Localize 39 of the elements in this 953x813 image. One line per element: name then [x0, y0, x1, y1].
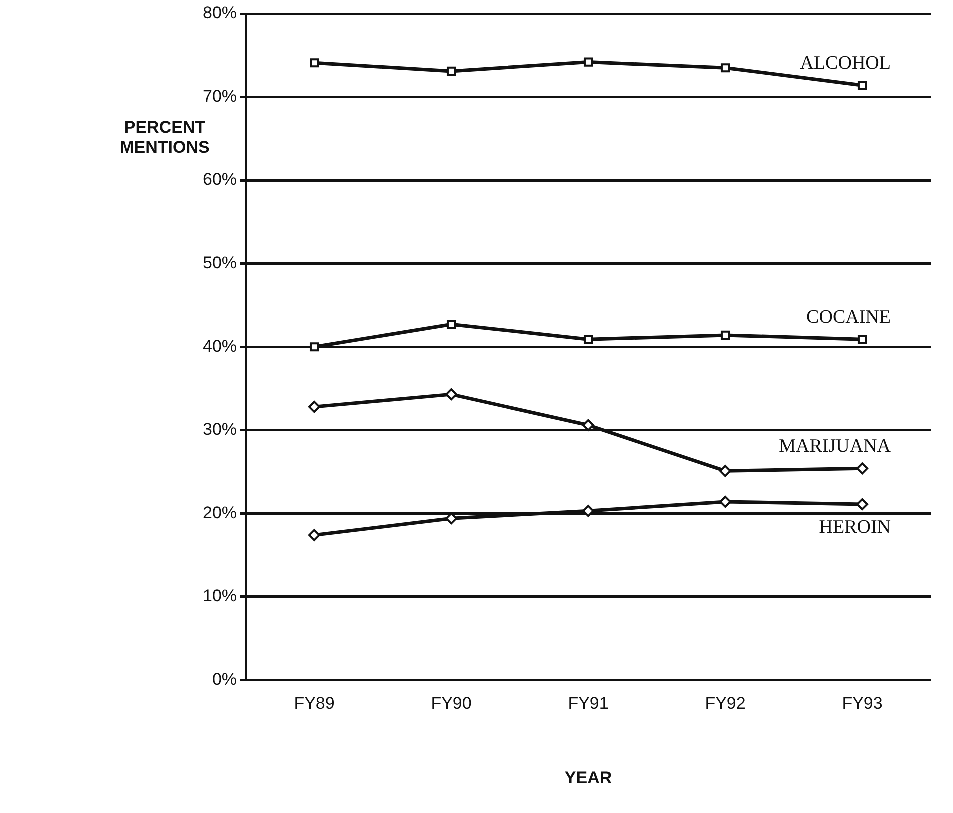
point — [310, 342, 320, 352]
x-axis-title: YEAR — [564, 768, 612, 788]
point — [446, 320, 456, 330]
point — [308, 401, 321, 414]
point — [856, 498, 869, 510]
series-label: MARIJUANA — [779, 436, 892, 458]
point — [720, 496, 732, 508]
series-label: COCAINE — [806, 307, 891, 328]
point — [856, 462, 869, 475]
x-tick-label: FY93 — [842, 694, 883, 714]
x-tick-label: FY90 — [431, 694, 472, 714]
x-tick-label: FY89 — [294, 694, 335, 714]
point — [446, 66, 456, 76]
y-tick-label: 30% — [202, 420, 238, 440]
y-axis-title: PERCENT MENTIONS — [119, 118, 211, 158]
point — [582, 419, 595, 432]
y-tick-label: 10% — [202, 586, 238, 606]
point — [446, 388, 458, 401]
point — [310, 58, 320, 68]
y-tick-label: 40% — [202, 336, 238, 356]
point — [584, 335, 594, 344]
y-tick-label: 50% — [202, 254, 238, 273]
y-tick-label: 70% — [202, 86, 238, 106]
point — [720, 64, 730, 73]
y-tick-label: 0% — [212, 670, 238, 689]
point — [584, 58, 594, 67]
y-tick-label: 20% — [202, 503, 238, 522]
point — [720, 465, 732, 478]
x-tick-label: FY92 — [705, 694, 746, 714]
point — [308, 529, 321, 542]
y-tick-label: 60% — [202, 170, 238, 190]
point — [858, 81, 868, 90]
y-tick-label: 80% — [202, 4, 238, 23]
point — [858, 335, 868, 344]
point — [720, 330, 730, 340]
point — [446, 512, 458, 525]
series-label: ALCOHOL — [800, 53, 891, 74]
series-label: HEROIN — [819, 516, 892, 538]
x-tick-label: FY91 — [568, 694, 609, 714]
